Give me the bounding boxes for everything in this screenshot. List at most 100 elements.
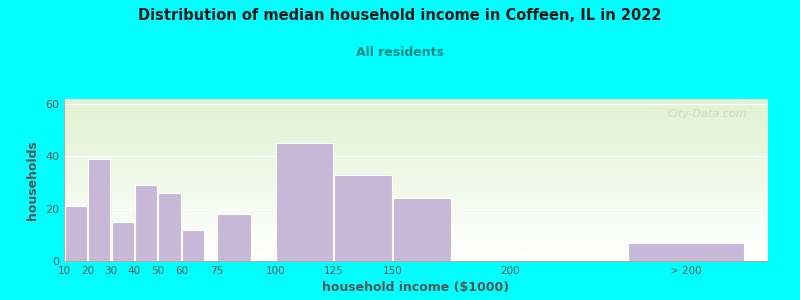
Bar	[64, 102, 768, 103]
Bar	[64, 227, 768, 228]
Bar	[64, 134, 768, 135]
Bar	[64, 245, 768, 246]
Bar	[64, 191, 768, 192]
Bar	[64, 239, 768, 240]
Bar	[64, 249, 768, 250]
Bar	[64, 174, 768, 175]
Bar	[64, 123, 768, 124]
Bar	[64, 248, 768, 249]
Bar	[64, 233, 768, 234]
Bar	[64, 217, 768, 218]
Bar	[64, 119, 768, 120]
Bar	[64, 178, 768, 179]
Bar	[64, 167, 768, 168]
Bar	[64, 199, 768, 200]
Bar	[64, 114, 768, 115]
Bar	[64, 196, 768, 197]
Bar	[64, 166, 768, 167]
Bar	[64, 260, 768, 261]
Bar	[64, 133, 768, 134]
Y-axis label: households: households	[26, 140, 39, 220]
Bar	[64, 127, 768, 128]
Bar	[64, 224, 768, 225]
Bar	[64, 132, 768, 133]
Bar	[64, 252, 768, 253]
X-axis label: household income ($1000): household income ($1000)	[322, 281, 510, 294]
Bar	[64, 107, 768, 108]
Bar	[64, 177, 768, 178]
Bar	[64, 255, 768, 256]
Bar	[64, 126, 768, 127]
Bar	[64, 125, 768, 126]
Bar	[64, 220, 768, 221]
Bar	[64, 155, 768, 156]
Bar	[64, 145, 768, 146]
Bar	[64, 152, 768, 153]
Bar	[64, 225, 768, 226]
Bar	[64, 189, 768, 190]
Bar	[64, 164, 768, 165]
Bar	[64, 138, 768, 139]
Bar	[64, 169, 768, 170]
Text: All residents: All residents	[356, 46, 444, 59]
Bar	[64, 130, 768, 131]
Bar	[64, 116, 768, 117]
Bar	[64, 165, 768, 166]
Bar	[64, 171, 768, 172]
Bar	[64, 180, 768, 181]
Bar	[64, 161, 768, 162]
Bar	[64, 194, 768, 195]
Bar	[111, 222, 134, 261]
Bar	[334, 175, 392, 261]
Bar	[64, 238, 768, 239]
Bar	[64, 223, 768, 224]
Bar	[64, 160, 768, 161]
Bar	[628, 243, 744, 261]
Bar	[64, 142, 768, 143]
Bar	[64, 160, 768, 161]
Bar	[64, 232, 768, 233]
Bar	[64, 105, 768, 106]
Bar	[64, 182, 768, 183]
Bar	[64, 190, 768, 191]
Bar	[64, 104, 768, 105]
Bar	[64, 135, 768, 136]
Bar	[64, 231, 768, 232]
Bar	[64, 251, 768, 252]
Bar	[64, 103, 768, 104]
Bar	[64, 209, 768, 210]
Bar	[64, 129, 768, 130]
Bar	[64, 208, 768, 209]
Bar	[64, 173, 768, 174]
Bar	[64, 240, 768, 241]
Bar	[64, 195, 768, 196]
Bar	[64, 108, 768, 109]
Bar	[64, 168, 768, 169]
Bar	[64, 257, 768, 258]
Bar	[64, 144, 768, 145]
Bar	[64, 120, 768, 121]
Bar	[64, 213, 768, 214]
Bar	[64, 121, 768, 122]
Bar	[217, 214, 251, 261]
Bar	[64, 235, 768, 236]
Bar	[64, 204, 768, 205]
Bar	[393, 198, 450, 261]
Bar	[64, 244, 768, 245]
Bar	[64, 124, 768, 125]
Bar	[64, 175, 768, 176]
Bar	[64, 163, 768, 164]
Bar	[64, 158, 768, 159]
Bar	[64, 185, 768, 186]
Bar	[64, 131, 768, 132]
Bar	[64, 106, 768, 107]
Bar	[64, 172, 768, 173]
Bar	[182, 230, 204, 261]
Bar	[64, 147, 768, 148]
Bar	[64, 219, 768, 220]
Bar	[64, 176, 768, 177]
Bar	[64, 179, 768, 180]
Bar	[64, 143, 768, 144]
Bar	[64, 118, 768, 119]
Bar	[64, 201, 768, 202]
